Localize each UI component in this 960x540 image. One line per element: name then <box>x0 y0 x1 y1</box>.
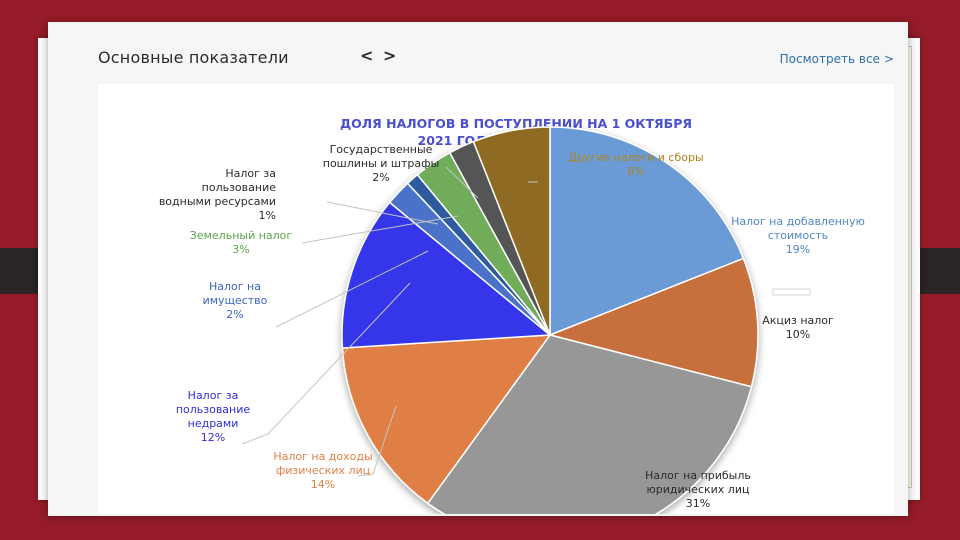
pie-slice <box>549 126 745 337</box>
leader-line <box>241 282 411 445</box>
pie-slice <box>341 201 552 349</box>
slice-label: Налог на доходы физических лиц 14% <box>273 450 372 491</box>
leader-line <box>326 201 439 225</box>
main-card: Основные показатели < > Посмотреть все > … <box>48 22 908 516</box>
label-box <box>772 288 811 296</box>
carousel-arrows[interactable]: < > <box>360 46 399 65</box>
slice-label: Налог за пользование водными ресурсами 1% <box>159 167 276 222</box>
see-all-label: Посмотреть все <box>779 52 880 66</box>
chevron-right-icon: > <box>883 52 894 66</box>
leader-line <box>301 215 459 244</box>
see-all-link[interactable]: Посмотреть все > <box>780 52 894 66</box>
leader-line <box>445 166 479 199</box>
slice-label: Другие налоги и сборы 6% <box>568 151 703 178</box>
pie-slice <box>547 257 759 388</box>
slice-label: Земельный налог 3% <box>190 229 293 256</box>
pie-chart: ДОЛЯ НАЛОГОВ В ПОСТУПЛЕНИИ НА 1 ОКТЯБРЯ2… <box>159 116 865 514</box>
slice-label: Налог на прибыль юридических лиц 31% <box>645 469 751 510</box>
section-title: Основные показатели <box>98 48 289 67</box>
pie-slice <box>341 334 552 505</box>
chart-container: ДОЛЯ НАЛОГОВ В ПОСТУПЛЕНИИ НА 1 ОКТЯБРЯ 2… <box>98 84 894 514</box>
slice-label: Налог на имущество 2% <box>203 280 268 321</box>
leader-line <box>357 405 397 477</box>
leader-line <box>275 250 429 328</box>
chart-title-line: ДОЛЯ НАЛОГОВ В ПОСТУПЛЕНИИ НА 1 ОКТЯБРЯ <box>340 116 692 131</box>
slice-label: Налог на добавленную стоимость 19% <box>731 215 865 256</box>
card-edge <box>907 46 912 488</box>
slice-label: Акциз налог 10% <box>762 314 834 341</box>
pie-slice <box>472 126 551 336</box>
pie-slice <box>426 334 753 514</box>
slice-label: Налог за пользование недрами 12% <box>176 389 251 444</box>
slice-label: Государственные пошлины и штрафы 2% <box>323 143 439 184</box>
